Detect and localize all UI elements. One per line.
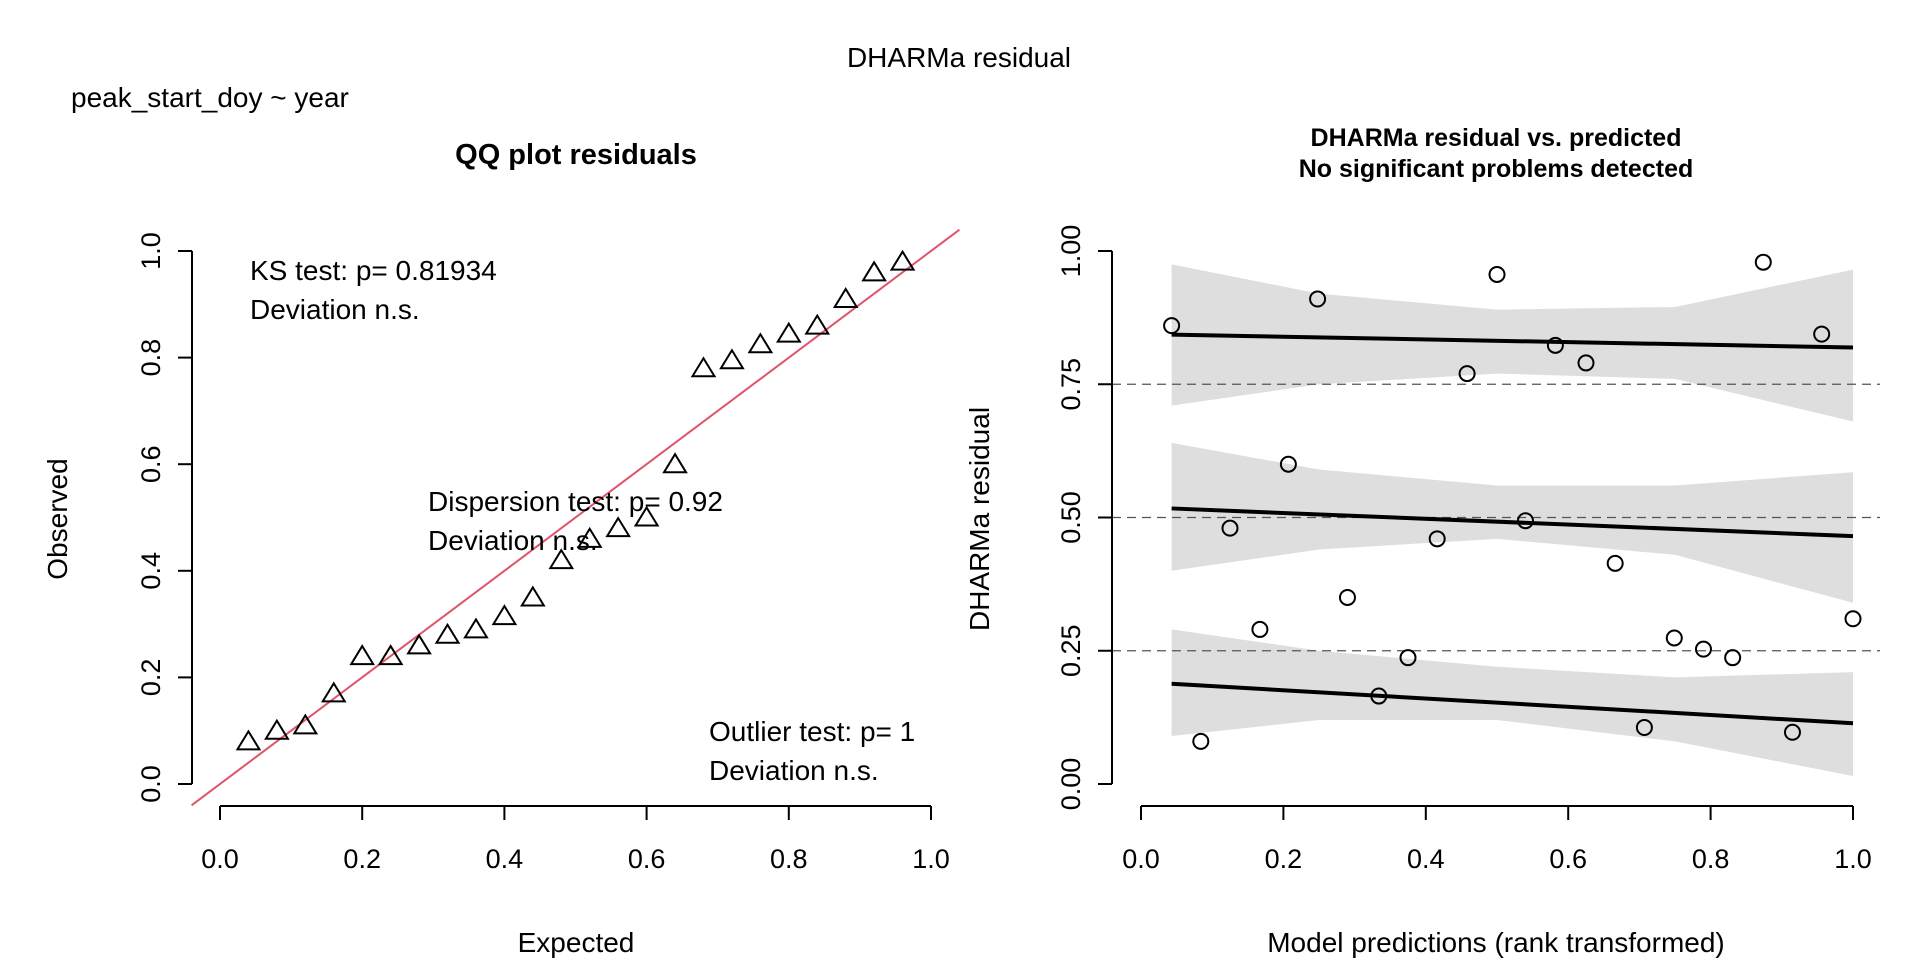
residual-x-tick-label: 0.6 — [1549, 844, 1587, 874]
residual-title: DHARMa residual vs. predicted — [1311, 124, 1682, 152]
residual-point — [1724, 649, 1742, 667]
qq-point — [719, 348, 745, 370]
residual-ylabel: DHARMa residual — [964, 407, 995, 631]
residual-y-tick-label: 0.25 — [1056, 624, 1086, 677]
qq-point — [605, 516, 631, 538]
residual-point — [1458, 365, 1476, 383]
residual-y-tick-label: 1.00 — [1056, 225, 1086, 278]
residual-point — [1192, 732, 1210, 750]
qq-x-tick-label: 0.8 — [770, 844, 808, 874]
qq-x-tick-label: 0.0 — [201, 844, 239, 874]
qq-point — [491, 604, 518, 626]
qq-title: QQ plot residuals — [455, 139, 697, 171]
qq-annotation-ks: KS test: p= 0.81934 — [250, 255, 497, 286]
residual-point — [1754, 253, 1772, 271]
residual-x-tick-label: 0.2 — [1265, 844, 1303, 874]
residual-point — [1783, 723, 1801, 741]
qq-ylabel: Observed — [42, 458, 73, 579]
qq-annotation-dispersion: Deviation n.s. — [428, 525, 598, 556]
qq-point — [832, 287, 859, 308]
qq-y-tick-label: 0.2 — [136, 659, 166, 697]
qq-y-tick-label: 1.0 — [136, 232, 166, 270]
residual-point — [1694, 640, 1712, 658]
residual-point — [1279, 455, 1297, 473]
qq-point — [776, 321, 802, 343]
qq-point — [520, 585, 546, 607]
qq-y-tick-label: 0.4 — [136, 552, 166, 590]
residual-xlabel: Model predictions (rank transformed) — [1267, 927, 1725, 958]
qq-point — [292, 713, 319, 735]
residual-point — [1546, 336, 1564, 354]
qq-point — [406, 633, 432, 655]
residual-point — [1813, 325, 1831, 343]
qq-y-tick-label: 0.6 — [136, 445, 166, 483]
figure-title: DHARMa residual — [847, 42, 1071, 73]
residual-point — [1221, 519, 1239, 537]
residual-y-tick-label: 0.00 — [1056, 758, 1086, 811]
qq-x-tick-label: 0.2 — [343, 844, 381, 874]
qq-point — [889, 249, 916, 271]
residual-x-tick-label: 1.0 — [1834, 844, 1872, 874]
quantile-fit-0.75 — [1171, 332, 1854, 350]
qq-point — [576, 526, 603, 548]
qq-point — [349, 644, 375, 666]
residual-point — [1428, 530, 1446, 548]
qq-point — [320, 681, 347, 703]
residual-y-tick-label: 0.75 — [1056, 358, 1086, 411]
qq-annotation-dispersion: Dispersion test: p= 0.92 — [428, 486, 723, 517]
residual-point — [1251, 620, 1269, 638]
residual-x-tick-label: 0.8 — [1692, 844, 1730, 874]
qq-point — [434, 622, 461, 644]
qq-point — [235, 729, 262, 751]
qq-plot: QQ plot residuals Expected Observed 0.0 0… — [42, 139, 961, 958]
residual-point — [1399, 649, 1417, 667]
qq-annotation-ks: Deviation n.s. — [250, 294, 420, 325]
quantile-fit-0.25 — [1171, 681, 1854, 726]
residual-point — [1163, 317, 1181, 335]
residual-plot: DHARMa residual vs. predicted No signifi… — [964, 124, 1880, 958]
residual-point — [1844, 610, 1862, 628]
qq-annotation-outlier: Outlier test: p= 1 — [709, 716, 915, 747]
qq-point — [662, 452, 688, 474]
residual-point — [1516, 512, 1534, 530]
qq-point — [463, 617, 489, 639]
qq-point — [804, 313, 831, 335]
residual-point — [1577, 354, 1595, 372]
qq-point — [747, 332, 774, 354]
qq-point — [548, 548, 575, 570]
residual-point — [1635, 719, 1653, 737]
quantile-fit-0.5 — [1171, 506, 1854, 539]
residual-x-tick-label: 0.0 — [1122, 844, 1160, 874]
qq-point — [377, 644, 404, 666]
qq-annotation-outlier: Deviation n.s. — [709, 755, 879, 786]
residual-y-tick-label: 0.50 — [1056, 491, 1086, 544]
qq-x-tick-label: 0.4 — [486, 844, 524, 874]
qq-point — [690, 356, 717, 378]
qq-xlabel: Expected — [518, 927, 635, 958]
qq-reference-line — [190, 228, 961, 807]
residual-point — [1606, 554, 1624, 572]
residual-point — [1338, 588, 1356, 606]
residual-subtitle: No significant problems detected — [1299, 155, 1694, 183]
formula-label: peak_start_doy ~ year — [71, 82, 349, 113]
qq-point — [633, 505, 660, 527]
qq-x-tick-label: 1.0 — [912, 844, 950, 874]
qq-y-tick-label: 0.0 — [136, 765, 166, 803]
residual-x-tick-label: 0.4 — [1407, 844, 1445, 874]
residual-point — [1370, 687, 1388, 705]
qq-y-tick-label: 0.8 — [136, 339, 166, 377]
residual-point — [1309, 290, 1327, 308]
residual-point — [1665, 629, 1683, 647]
qq-x-tick-label: 0.6 — [628, 844, 666, 874]
qq-point — [264, 718, 290, 740]
residual-point — [1488, 265, 1506, 283]
qq-point — [861, 260, 887, 282]
